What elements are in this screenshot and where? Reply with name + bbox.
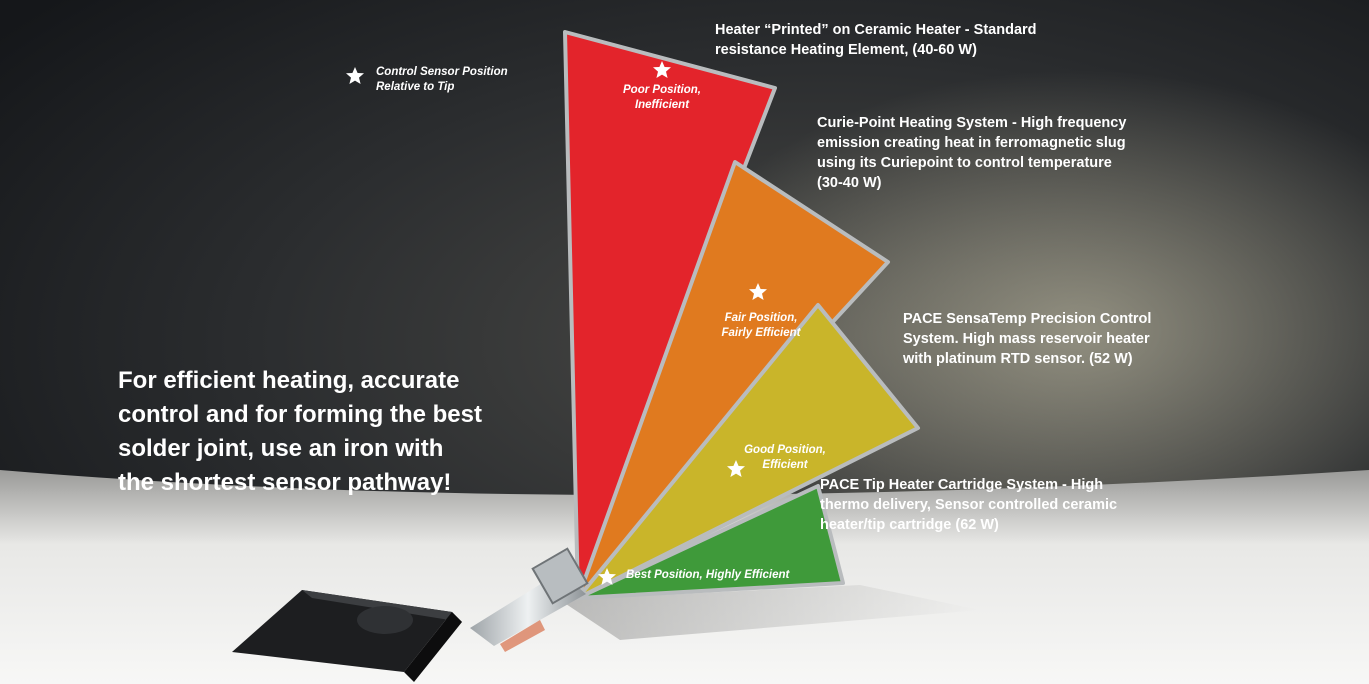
position-label-fair: Fair Position, Fairly Efficient [721, 312, 801, 339]
position-label-poor: Poor Position, Inefficient [623, 84, 701, 111]
heater-description-sensatemp: PACE SensaTemp Precision Control System.… [903, 311, 1152, 367]
iron-tip [470, 547, 589, 652]
star-icon-best-position [598, 568, 616, 585]
legend-text: Control Sensor Position Relative to Tip [376, 65, 508, 95]
heater-description-curie-point: Curie-Point Heating System - High freque… [817, 115, 1127, 191]
main-message: For efficient heating, accurate control … [118, 367, 482, 496]
floor-shadow [560, 585, 980, 640]
position-label-good: Good Position, Efficient [744, 444, 826, 471]
heater-description-printed-ceramic: Heater “Printed” on Ceramic Heater - Sta… [715, 22, 1037, 58]
star-icon-poor-position [653, 61, 671, 78]
heater-description-tip-cartridge: PACE Tip Heater Cartridge System - High … [820, 477, 1118, 533]
star-icon-fair-position [749, 283, 767, 300]
iron-handle [232, 590, 462, 682]
legend-line-1: Control Sensor Position [376, 66, 508, 78]
position-label-best: Best Position, Highly Efficient [626, 569, 790, 581]
heater-wedge-green [576, 484, 845, 600]
heater-wedge-yellow [576, 303, 920, 600]
star-icon-good-position [727, 460, 745, 477]
legend-line-2: Relative to Tip [376, 81, 455, 93]
legend-star-icon [346, 67, 364, 84]
